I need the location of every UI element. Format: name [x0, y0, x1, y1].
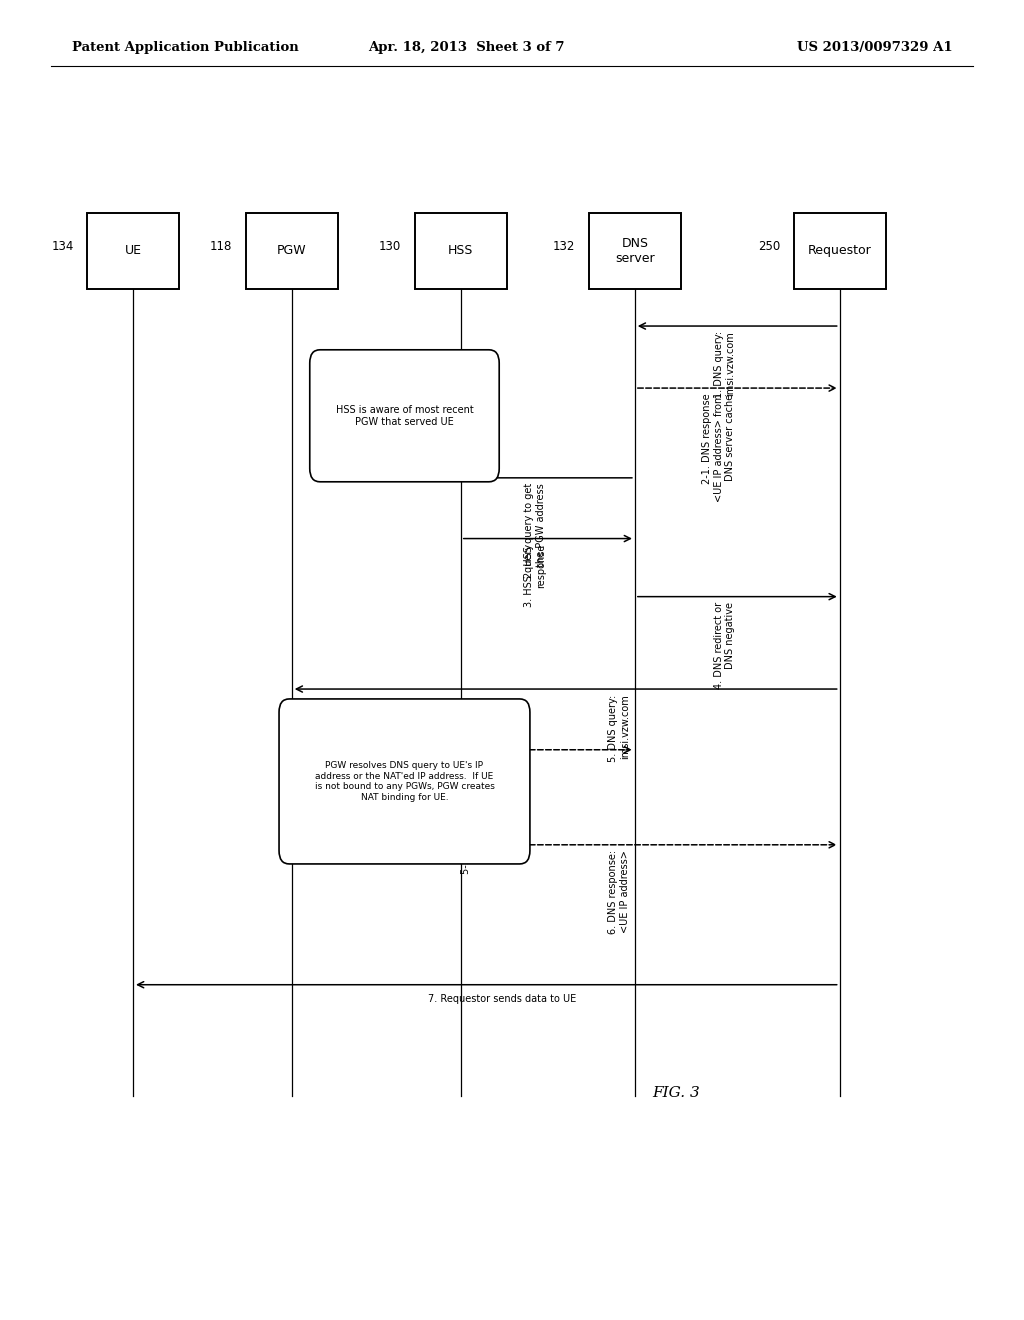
Text: PGW resolves DNS query to UE's IP
address or the NAT'ed IP address.  If UE
is no: PGW resolves DNS query to UE's IP addres…: [314, 762, 495, 801]
Text: 132: 132: [553, 240, 575, 253]
Text: 134: 134: [51, 240, 74, 253]
Text: 4. DNS redirect or
DNS negative: 4. DNS redirect or DNS negative: [714, 602, 735, 689]
Text: 130: 130: [379, 240, 401, 253]
Text: 5. DNS query:
imsi.vzw.com: 5. DNS query: imsi.vzw.com: [608, 694, 630, 762]
Text: 3. HSS query
response: 3. HSS query response: [524, 544, 546, 607]
FancyBboxPatch shape: [87, 213, 179, 289]
Text: US 2013/0097329 A1: US 2013/0097329 A1: [797, 41, 952, 54]
FancyBboxPatch shape: [589, 213, 681, 289]
Text: 6. DNS response:
<UE IP address>: 6. DNS response: <UE IP address>: [608, 850, 630, 935]
Text: 5-1. Iterative DNS query: 5-1. Iterative DNS query: [461, 755, 471, 874]
FancyBboxPatch shape: [279, 700, 530, 865]
Text: PGW: PGW: [278, 244, 306, 257]
Text: 250: 250: [758, 240, 780, 253]
Text: 1. DNS query:
imsi.vzw.com: 1. DNS query: imsi.vzw.com: [714, 331, 735, 399]
Text: HSS: HSS: [449, 244, 473, 257]
Text: Apr. 18, 2013  Sheet 3 of 7: Apr. 18, 2013 Sheet 3 of 7: [368, 41, 564, 54]
Text: HSS is aware of most recent
PGW that served UE: HSS is aware of most recent PGW that ser…: [336, 405, 473, 426]
FancyBboxPatch shape: [309, 350, 500, 482]
FancyBboxPatch shape: [794, 213, 886, 289]
Text: 2-1. DNS response
<UE IP address> from
DNS server cache: 2-1. DNS response <UE IP address> from D…: [702, 393, 735, 502]
Text: FIG. 3: FIG. 3: [652, 1086, 699, 1100]
Text: UE: UE: [125, 244, 141, 257]
Text: Requestor: Requestor: [808, 244, 871, 257]
Text: Patent Application Publication: Patent Application Publication: [72, 41, 298, 54]
Text: 2. HSS query to get
the PGW address: 2. HSS query to get the PGW address: [524, 483, 546, 578]
Text: 7. Requestor sends data to UE: 7. Requestor sends data to UE: [428, 994, 575, 1005]
Text: DNS
server: DNS server: [615, 236, 654, 265]
FancyBboxPatch shape: [246, 213, 338, 289]
Text: 118: 118: [210, 240, 232, 253]
FancyBboxPatch shape: [415, 213, 507, 289]
